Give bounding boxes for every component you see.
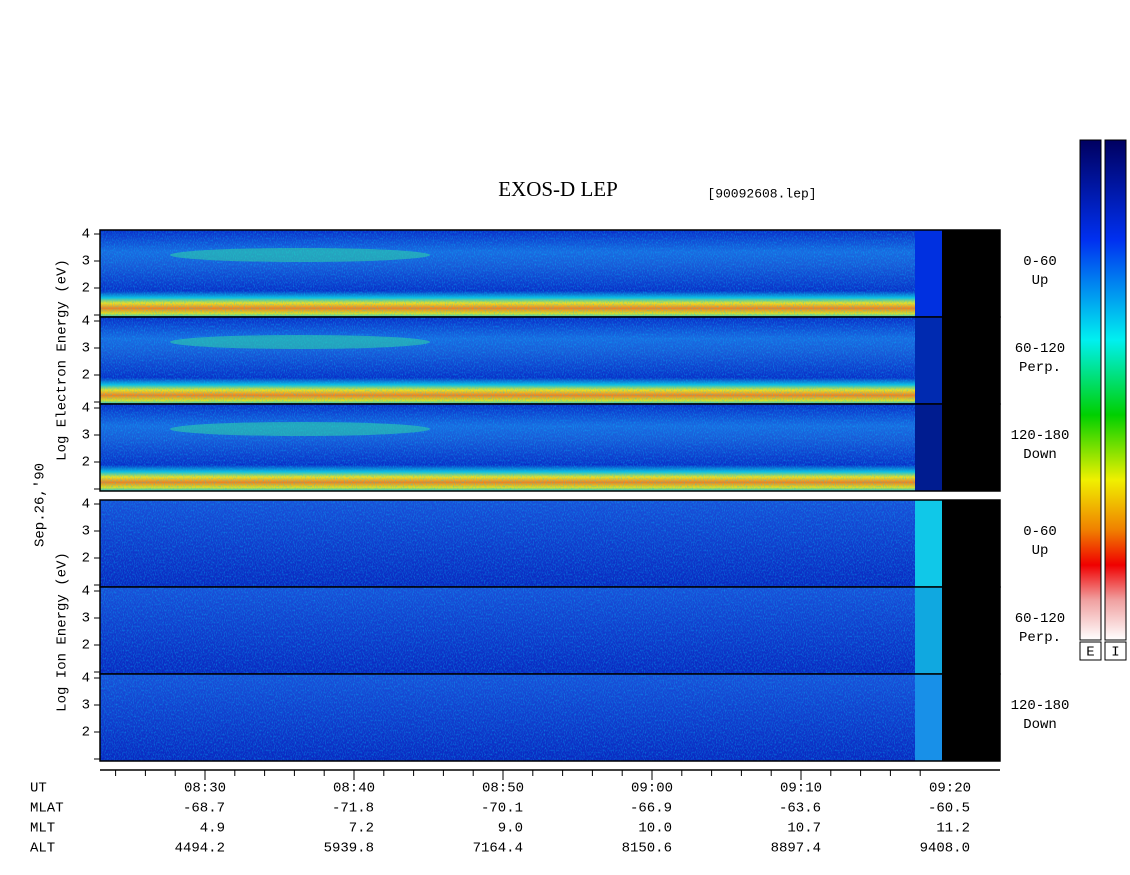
panel-frame	[99, 673, 1001, 762]
feature	[170, 422, 430, 436]
y-tick-label: 2	[82, 455, 90, 471]
panel-sublabel: Down	[1023, 717, 1057, 733]
title: EXOS-D LEP	[498, 177, 618, 201]
ephemeris-value: -63.6	[779, 801, 821, 817]
y-tick-label: 4	[82, 497, 90, 513]
y-tick-label: 4	[82, 227, 90, 243]
y-tick-label: 4	[82, 671, 90, 687]
ephemeris-value: 09:20	[929, 781, 971, 797]
y-tick-label: 2	[82, 281, 90, 297]
ephemeris-name: MLAT	[30, 801, 64, 817]
colorbar-label: E	[1086, 645, 1094, 661]
ephemeris-value: 9408.0	[920, 841, 970, 857]
no-data	[942, 230, 1000, 317]
noise	[100, 404, 915, 491]
colorbar-label-box	[1104, 641, 1127, 661]
final-column	[915, 317, 942, 404]
y-tick-label: 3	[82, 524, 90, 540]
ephemeris-value: 08:30	[184, 781, 226, 797]
y-tick-label: 3	[82, 341, 90, 357]
feature	[170, 248, 430, 262]
no-data	[942, 674, 1000, 761]
ephemeris-value: 5939.8	[324, 841, 374, 857]
ephemeris-value: 08:40	[333, 781, 375, 797]
y-tick-label: 3	[82, 698, 90, 714]
panel-label: 0-60	[1023, 254, 1057, 270]
noise	[100, 230, 915, 317]
no-data	[942, 317, 1000, 404]
panel-sublabel: Perp.	[1019, 630, 1061, 646]
y-tick-label: 4	[82, 401, 90, 417]
date-label: Sep.26,'90	[33, 463, 49, 547]
final-column	[915, 404, 942, 491]
panel-frame	[99, 403, 1001, 492]
final-column	[915, 500, 942, 587]
y-tick-label: 2	[82, 725, 90, 741]
ephemeris-value: 7.2	[349, 821, 374, 837]
y-tick-label: 2	[82, 638, 90, 654]
colorbar	[1079, 139, 1102, 641]
final-column	[915, 674, 942, 761]
ion-axis-label: Log Ion Energy (eV)	[55, 552, 71, 712]
final-column	[915, 230, 942, 317]
no-data	[942, 404, 1000, 491]
noise	[100, 500, 915, 587]
colorbar-label-box	[1079, 641, 1102, 661]
ephemeris-value: -66.9	[630, 801, 672, 817]
noise	[100, 587, 915, 674]
y-tick-label: 2	[82, 551, 90, 567]
panel-sublabel: Up	[1032, 273, 1049, 289]
panel-label: 120-180	[1011, 698, 1070, 714]
ephemeris-value: -70.1	[481, 801, 523, 817]
panel-label: 0-60	[1023, 524, 1057, 540]
ephemeris-name: ALT	[30, 841, 55, 857]
ephemeris-value: 11.2	[936, 821, 970, 837]
panel-label: 60-120	[1015, 341, 1065, 357]
ephemeris-name: MLT	[30, 821, 55, 837]
panel-sublabel: Down	[1023, 447, 1057, 463]
colorbar-label: I	[1111, 645, 1119, 661]
ephemeris-name: UT	[30, 781, 47, 797]
y-tick-label: 3	[82, 254, 90, 270]
noise	[100, 317, 915, 404]
no-data	[942, 500, 1000, 587]
feature	[170, 335, 430, 349]
ephemeris-value: 8150.6	[622, 841, 672, 857]
ephemeris-value: 4494.2	[175, 841, 225, 857]
y-tick-label: 4	[82, 584, 90, 600]
y-tick-label: 3	[82, 428, 90, 444]
ephemeris-value: 10.0	[638, 821, 672, 837]
ephemeris-value: 9.0	[498, 821, 523, 837]
y-tick-label: 2	[82, 368, 90, 384]
y-tick-label: 4	[82, 314, 90, 330]
spectrograms	[99, 229, 1001, 762]
panel-sublabel: Up	[1032, 543, 1049, 559]
y-tick-label: 3	[82, 611, 90, 627]
ephemeris-value: 08:50	[482, 781, 524, 797]
final-column	[915, 587, 942, 674]
electron-axis-label: Log Electron Energy (eV)	[55, 259, 71, 461]
ephemeris-value: 8897.4	[771, 841, 821, 857]
ephemeris-value: -68.7	[183, 801, 225, 817]
noise	[100, 674, 915, 761]
ephemeris-value: 09:00	[631, 781, 673, 797]
ephemeris-value: 10.7	[787, 821, 821, 837]
panel-label: 60-120	[1015, 611, 1065, 627]
ephemeris-value: 4.9	[200, 821, 225, 837]
ephemeris-value: -71.8	[332, 801, 374, 817]
no-data	[942, 587, 1000, 674]
panel-sublabel: Perp.	[1019, 360, 1061, 376]
panel-label: 120-180	[1011, 428, 1070, 444]
ephemeris-value: -60.5	[928, 801, 970, 817]
file-label: [90092608.lep]	[707, 186, 816, 201]
colorbar	[1104, 139, 1127, 641]
ephemeris-value: 09:10	[780, 781, 822, 797]
ephemeris-value: 7164.4	[473, 841, 523, 857]
